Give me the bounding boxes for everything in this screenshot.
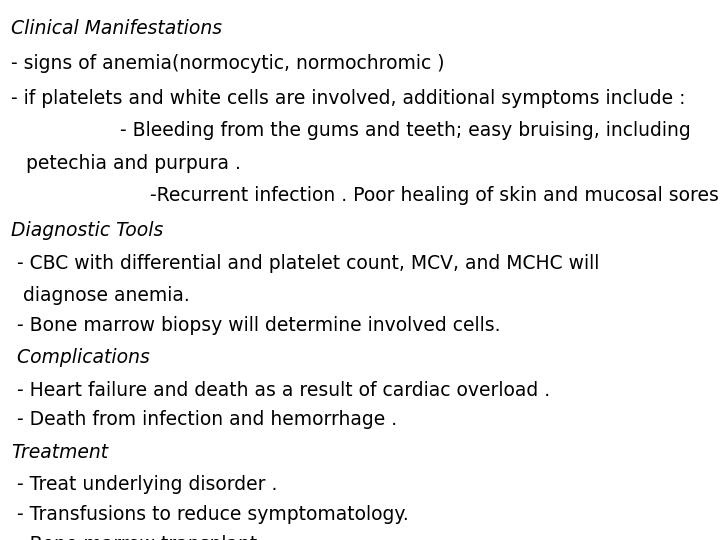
Text: Diagnostic Tools: Diagnostic Tools — [11, 221, 163, 240]
Text: - Bleeding from the gums and teeth; easy bruising, including: - Bleeding from the gums and teeth; easy… — [72, 122, 690, 140]
Text: Clinical Manifestations: Clinical Manifestations — [11, 19, 222, 38]
Text: Treatment: Treatment — [11, 443, 108, 462]
Text: Complications: Complications — [11, 348, 150, 367]
Text: - Death from infection and hemorrhage .: - Death from infection and hemorrhage . — [11, 410, 397, 429]
Text: -Recurrent infection . Poor healing of skin and mucosal sores.: -Recurrent infection . Poor healing of s… — [72, 186, 720, 205]
Text: - if platelets and white cells are involved, additional symptoms include :: - if platelets and white cells are invol… — [11, 89, 685, 108]
Text: - Bone marrow transplant.: - Bone marrow transplant. — [11, 535, 263, 540]
Text: - Bone marrow biopsy will determine involved cells.: - Bone marrow biopsy will determine invo… — [11, 316, 500, 335]
Text: - Heart failure and death as a result of cardiac overload .: - Heart failure and death as a result of… — [11, 381, 550, 400]
Text: - CBC with differential and platelet count, MCV, and MCHC will: - CBC with differential and platelet cou… — [11, 254, 599, 273]
Text: - Transfusions to reduce symptomatology.: - Transfusions to reduce symptomatology. — [11, 505, 408, 524]
Text: - signs of anemia(normocytic, normochromic ): - signs of anemia(normocytic, normochrom… — [11, 54, 444, 73]
Text: diagnose anemia.: diagnose anemia. — [11, 286, 189, 305]
Text: - Treat underlying disorder .: - Treat underlying disorder . — [11, 475, 277, 494]
Text: petechia and purpura .: petechia and purpura . — [14, 154, 241, 173]
